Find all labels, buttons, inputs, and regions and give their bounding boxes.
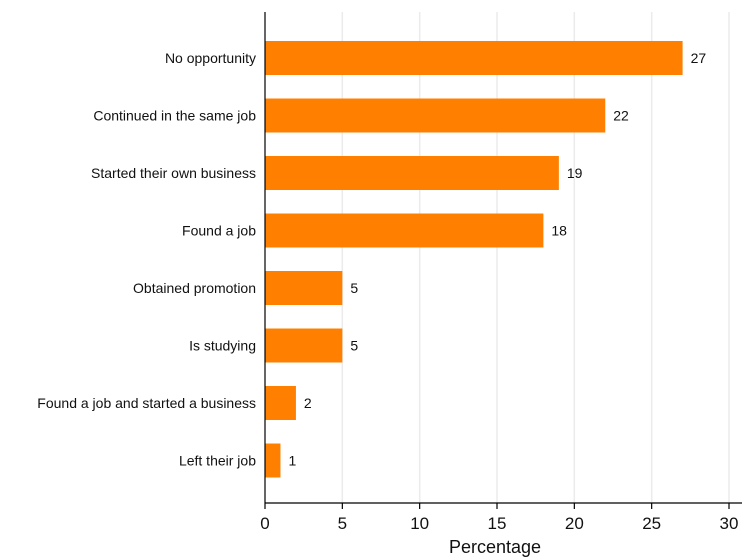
bar (265, 213, 544, 248)
x-axis-title: Percentage (449, 537, 541, 557)
bar (265, 386, 296, 420)
value-labels: 27 22 19 18 5 5 2 1 (288, 50, 706, 469)
category-label: No opportunity (165, 50, 256, 66)
category-label: Left their job (179, 453, 256, 469)
x-tick-label: 20 (565, 514, 584, 533)
bar (265, 156, 559, 190)
category-label: Found a job and started a business (37, 395, 256, 411)
x-tick-label: 5 (338, 514, 347, 533)
bar (265, 328, 343, 363)
bar (265, 443, 281, 478)
data-label: 2 (304, 395, 312, 411)
grid-lines (341, 12, 730, 503)
x-tick-label: 0 (260, 514, 269, 533)
data-label: 27 (691, 50, 707, 66)
data-label: 18 (551, 223, 567, 239)
category-label: Started their own business (91, 165, 256, 181)
bars (265, 41, 683, 478)
x-tick-label: 25 (642, 514, 661, 533)
category-label: Obtained promotion (133, 280, 256, 296)
category-label: Continued in the same job (93, 108, 256, 124)
bar (265, 98, 606, 133)
data-label: 22 (613, 108, 629, 124)
x-tick-label: 10 (410, 514, 429, 533)
x-tick-label: 15 (488, 514, 507, 533)
bar (265, 41, 683, 75)
data-label: 5 (350, 280, 358, 296)
category-label: Is studying (189, 338, 256, 354)
data-label: 5 (350, 338, 358, 354)
category-label: Found a job (182, 223, 256, 239)
category-labels: No opportunity Continued in the same job S… (37, 50, 256, 469)
data-label: 1 (288, 453, 296, 469)
data-label: 19 (567, 165, 583, 181)
x-tick-label: 30 (720, 514, 739, 533)
bar (265, 271, 343, 305)
x-axis-ticks: 0 5 10 15 20 25 30 (260, 503, 738, 533)
